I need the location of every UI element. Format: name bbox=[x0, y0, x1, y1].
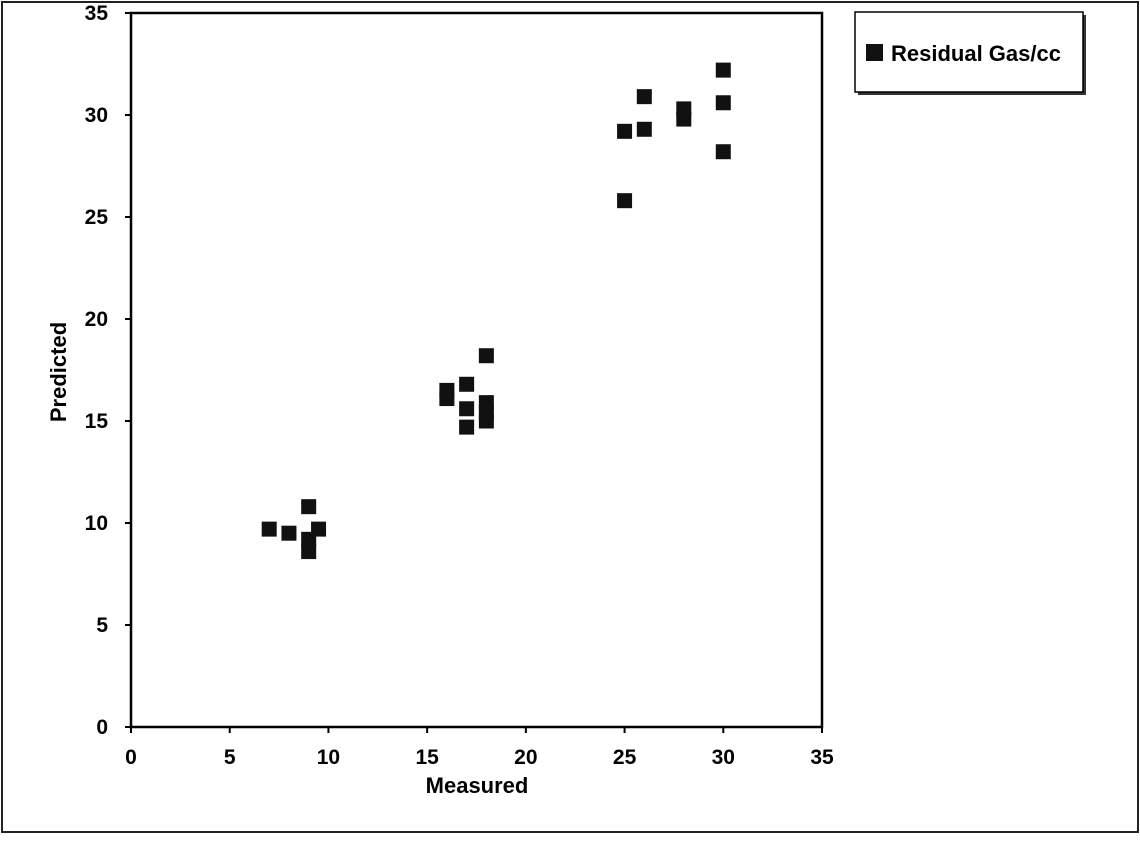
x-tick-label: 0 bbox=[125, 746, 137, 769]
legend: Residual Gas/cc bbox=[854, 11, 1086, 95]
y-tick-label: 5 bbox=[96, 614, 108, 637]
x-axis-title: Measured bbox=[426, 773, 529, 798]
data-point bbox=[459, 401, 475, 417]
data-point bbox=[439, 391, 455, 407]
data-point bbox=[301, 499, 317, 515]
x-tick-label: 10 bbox=[317, 746, 340, 769]
data-point bbox=[281, 525, 297, 541]
data-point bbox=[617, 193, 633, 209]
data-point bbox=[715, 144, 731, 160]
y-tick-label: 15 bbox=[85, 410, 109, 433]
y-tick-label: 25 bbox=[85, 206, 109, 229]
data-point bbox=[636, 89, 652, 105]
data-point bbox=[636, 121, 652, 137]
plot-area bbox=[129, 11, 824, 729]
data-points bbox=[261, 62, 731, 560]
y-axis-title: Predicted bbox=[46, 322, 71, 422]
y-tick-label: 0 bbox=[96, 716, 108, 739]
data-point bbox=[715, 62, 731, 78]
x-tick-label: 15 bbox=[415, 746, 439, 769]
legend-box bbox=[854, 11, 1084, 93]
x-axis: 0 5 10 15 20 25 30 35 bbox=[125, 727, 834, 769]
data-point bbox=[676, 111, 692, 127]
data-point bbox=[459, 376, 475, 392]
y-tick-label: 30 bbox=[85, 104, 108, 127]
x-tick-label: 35 bbox=[810, 746, 834, 769]
data-point bbox=[459, 419, 475, 435]
data-point bbox=[617, 123, 633, 139]
legend-label: Residual Gas/cc bbox=[891, 41, 1061, 66]
y-tick-label: 35 bbox=[85, 2, 109, 25]
data-point bbox=[261, 521, 277, 537]
y-tick-label: 10 bbox=[85, 512, 108, 535]
y-tick-label: 20 bbox=[85, 308, 108, 331]
data-point bbox=[715, 95, 731, 111]
data-point bbox=[311, 521, 327, 537]
x-tick-label: 25 bbox=[613, 746, 637, 769]
data-point bbox=[478, 348, 494, 364]
data-point bbox=[301, 544, 317, 560]
legend-marker bbox=[866, 44, 883, 61]
x-tick-label: 5 bbox=[224, 746, 236, 769]
x-tick-label: 20 bbox=[514, 746, 537, 769]
data-point bbox=[478, 413, 494, 429]
y-axis: 0 5 10 15 20 25 30 35 bbox=[85, 2, 131, 739]
x-tick-label: 30 bbox=[712, 746, 735, 769]
